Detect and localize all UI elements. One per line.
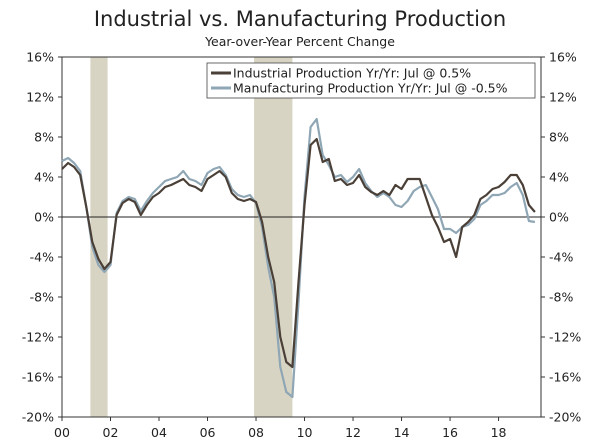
chart-title: Industrial vs. Manufacturing Production [94, 7, 506, 31]
y-tick-label-left: 0% [34, 210, 54, 225]
y-tick-label-right: 12% [549, 90, 577, 105]
y-tick-label-left: 4% [34, 170, 54, 185]
recession-shading-group [90, 57, 293, 417]
legend: Industrial Production Yr/Yr: Jul @ 0.5% … [206, 62, 536, 99]
legend-label-industrial: Industrial Production Yr/Yr: Jul @ 0.5% [233, 66, 471, 81]
industrial-production-line [61, 137, 536, 369]
y-tick-label-right: -16% [549, 370, 581, 385]
y-tick-label-right: -8% [549, 290, 573, 305]
y-tick-label-right: 4% [549, 170, 569, 185]
y-tick-label-left: -20% [22, 410, 54, 425]
legend-label-manufacturing: Manufacturing Production Yr/Yr: Jul @ -0… [233, 81, 508, 96]
x-tick-label: 14 [394, 425, 410, 440]
x-tick-label: 10 [297, 425, 313, 440]
x-tick-label: 04 [151, 425, 167, 440]
y-tick-label-right: -12% [549, 330, 581, 345]
y-tick-label-left: -4% [30, 250, 54, 265]
x-tick-label: 00 [54, 425, 70, 440]
x-tick-label: 06 [200, 425, 216, 440]
y-tick-label-right: -4% [549, 250, 573, 265]
y-tick-label-left: -12% [22, 330, 54, 345]
manufacturing-production-line [61, 117, 536, 399]
plot-frame [61, 56, 542, 418]
tick-labels-group: 16% 16% 12% 12% 8% 8% 4% 4% 0% 0% -4% -4% -8% -8% -12%… [22, 50, 582, 441]
y-tick-label-left: 8% [34, 130, 54, 145]
axes-group [58, 56, 545, 421]
recession-band-0 [90, 57, 108, 417]
legend-box [206, 62, 536, 99]
series-group [61, 117, 536, 399]
x-tick-label: 02 [103, 425, 119, 440]
y-tick-label-left: -8% [30, 290, 54, 305]
y-tick-label-left: -16% [22, 370, 54, 385]
y-tick-label-right: 16% [549, 50, 577, 65]
chart-subtitle: Year-over-Year Percent Change [204, 34, 395, 49]
x-tick-label: 16 [442, 425, 458, 440]
y-tick-label-left: 16% [26, 50, 54, 65]
y-tick-label-right: 8% [549, 130, 569, 145]
y-tick-label-left: 12% [26, 90, 54, 105]
y-tick-label-right: -20% [549, 410, 581, 425]
x-tick-label: 18 [491, 425, 507, 440]
y-tick-label-right: 0% [549, 210, 569, 225]
x-tick-label: 08 [248, 425, 264, 440]
x-tick-label: 12 [345, 425, 361, 440]
